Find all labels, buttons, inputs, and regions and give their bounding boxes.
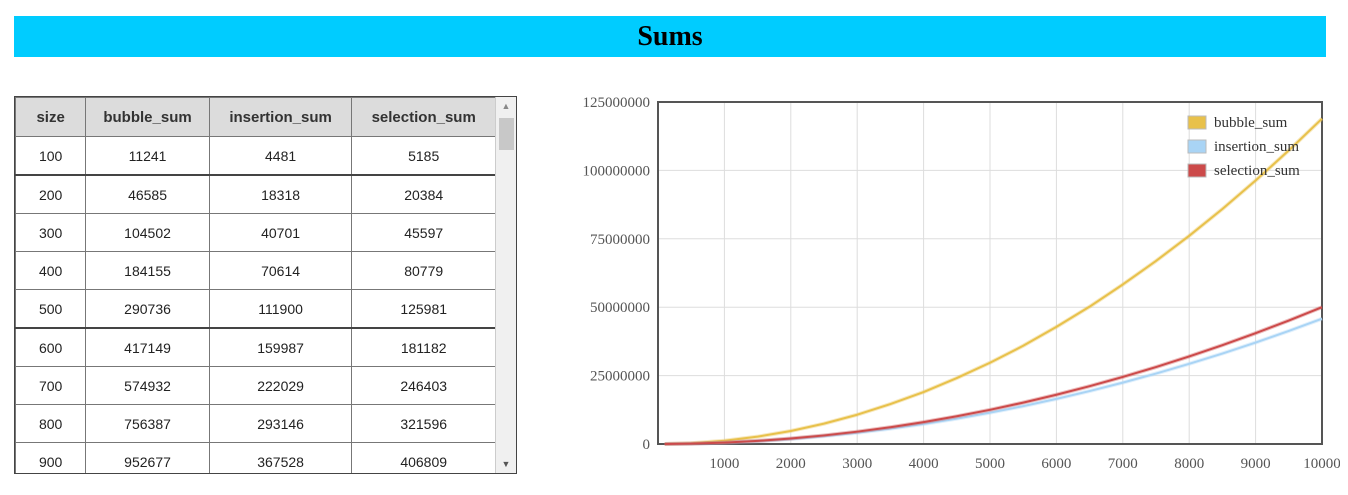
data-table-container[interactable]: size bubble_sum insertion_sum selection_… [14, 96, 517, 474]
column-header-insertion-sum[interactable]: insertion_sum [208, 97, 353, 137]
table-row: 500 290736 111900 125981 [15, 289, 496, 329]
table-cell: 45597 [351, 213, 496, 252]
scroll-up-arrow-icon[interactable]: ▲ [501, 101, 511, 111]
table-cell: 900 [15, 442, 87, 473]
table-cell: 70614 [208, 251, 353, 290]
table-cell: 406809 [351, 442, 496, 473]
table-cell: 700 [15, 366, 87, 405]
table-cell: 200 [15, 174, 87, 214]
table-cell: 18318 [208, 174, 353, 214]
legend-swatch [1187, 139, 1207, 154]
y-tick-label: 100000000 [583, 163, 651, 179]
series-line [664, 117, 1323, 445]
x-tick-label: 1000 [709, 456, 739, 472]
table-cell: 184155 [85, 251, 210, 290]
table-row: 800 756387 293146 321596 [15, 404, 496, 443]
table-cell: 5185 [351, 136, 496, 176]
table-cell: 40701 [208, 213, 353, 252]
table-header-row: size bubble_sum insertion_sum selection_… [15, 97, 496, 137]
x-tick-label: 9000 [1241, 456, 1271, 472]
table-cell: 300 [15, 213, 87, 252]
table-row: 400 184155 70614 80779 [15, 251, 496, 290]
y-tick-label: 125000000 [583, 95, 651, 111]
vertical-scrollbar[interactable]: ▲ ▼ [495, 97, 516, 473]
table-cell: 500 [15, 289, 87, 329]
table-cell: 181182 [351, 327, 496, 367]
y-tick-label: 50000000 [590, 300, 650, 316]
table-row: 700 574932 222029 246403 [15, 366, 496, 405]
series-line [664, 317, 1323, 445]
table-cell: 293146 [208, 404, 353, 443]
table-cell: 756387 [85, 404, 210, 443]
column-header-selection-sum[interactable]: selection_sum [351, 97, 496, 137]
title-banner: Sums [14, 16, 1326, 57]
column-header-size[interactable]: size [15, 97, 87, 137]
table-cell: 125981 [351, 289, 496, 329]
table-cell: 4481 [208, 136, 353, 176]
table-cell: 46585 [85, 174, 210, 214]
table-cell: 367528 [208, 442, 353, 473]
table-row: 300 104502 40701 45597 [15, 213, 496, 252]
table-cell: 574932 [85, 366, 210, 405]
table-cell: 952677 [85, 442, 210, 473]
legend-swatch [1187, 163, 1207, 178]
y-tick-label: 0 [643, 437, 651, 453]
legend-swatch [1187, 115, 1207, 130]
table-row: 200 46585 18318 20384 [15, 174, 496, 214]
data-table: size bubble_sum insertion_sum selection_… [15, 97, 496, 473]
table-cell: 321596 [351, 404, 496, 443]
table-cell: 20384 [351, 174, 496, 214]
x-tick-label: 8000 [1174, 456, 1204, 472]
line-chart: 1000 2000 3000 4000 5000 6000 7000 8000 9000 1000… [583, 95, 1341, 472]
x-tick-label: 5000 [975, 456, 1005, 472]
table-cell: 290736 [85, 289, 210, 329]
series-line-glow [664, 316, 1323, 446]
table-cell: 417149 [85, 327, 210, 367]
page-title: Sums [637, 21, 703, 52]
y-tick-label: 75000000 [590, 232, 650, 248]
table-cell: 11241 [85, 136, 210, 176]
table-cell: 111900 [208, 289, 353, 329]
legend-label: insertion_sum [1214, 139, 1299, 155]
table-row: 600 417149 159987 181182 [15, 327, 496, 367]
legend-label: selection_sum [1214, 163, 1300, 179]
x-tick-label: 2000 [776, 456, 806, 472]
table-cell: 80779 [351, 251, 496, 290]
x-tick-label: 6000 [1041, 456, 1071, 472]
table-row: 100 11241 4481 5185 [15, 136, 496, 176]
table-cell: 104502 [85, 213, 210, 252]
x-tick-label: 7000 [1108, 456, 1138, 472]
x-tick-label: 10000 [1303, 456, 1340, 472]
table-cell: 400 [15, 251, 87, 290]
legend-label: bubble_sum [1214, 115, 1288, 131]
table-cell: 800 [15, 404, 87, 443]
series-line [664, 306, 1323, 445]
x-tick-label: 4000 [909, 456, 939, 472]
column-header-bubble-sum[interactable]: bubble_sum [85, 97, 210, 137]
table-row: 900 952677 367528 406809 [15, 442, 496, 473]
table-cell: 159987 [208, 327, 353, 367]
table-cell: 246403 [351, 366, 496, 405]
table-cell: 222029 [208, 366, 353, 405]
scroll-down-arrow-icon[interactable]: ▼ [501, 459, 511, 469]
table-cell: 600 [15, 327, 87, 367]
y-tick-label: 25000000 [590, 369, 650, 385]
x-tick-label: 3000 [842, 456, 872, 472]
table-cell: 100 [15, 136, 87, 176]
plot-frame [657, 101, 1323, 445]
scrollbar-thumb[interactable] [499, 118, 514, 150]
